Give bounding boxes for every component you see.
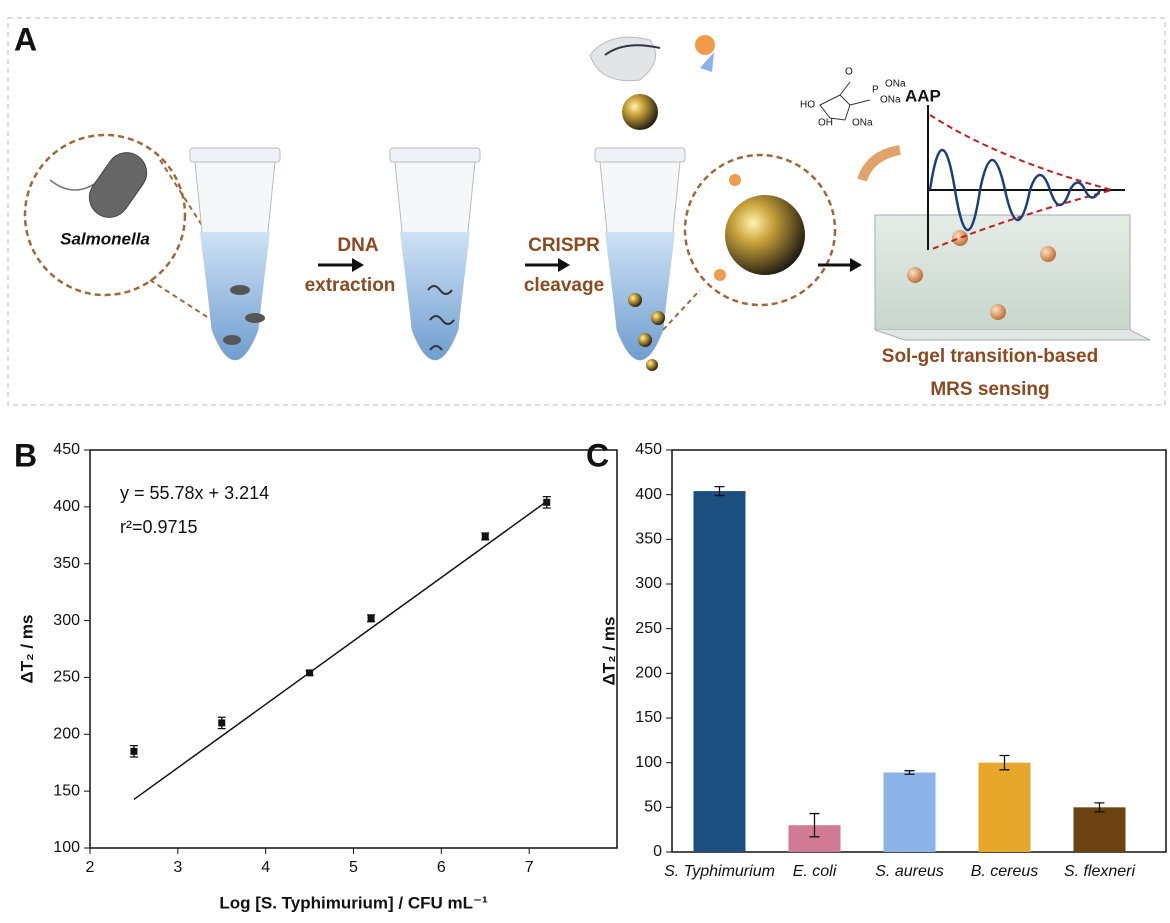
- bacterium: [88, 152, 148, 218]
- y-axis-title: ΔT₂ / ms: [599, 617, 618, 686]
- y-tick-label: 200: [635, 665, 662, 682]
- arrow-head: [850, 258, 862, 272]
- y-tick-label: 150: [53, 782, 80, 799]
- tube: [189, 147, 281, 361]
- y-tick-label: 100: [53, 839, 80, 856]
- error-bar: [1094, 802, 1105, 813]
- bar: [883, 772, 936, 852]
- dna: [604, 44, 661, 56]
- y-tick-label: 400: [53, 498, 80, 515]
- bar: [978, 762, 1031, 852]
- annotation: y = 55.78x + 3.214: [120, 483, 269, 503]
- bead: [907, 267, 923, 283]
- step-label: extraction: [305, 275, 396, 296]
- x-tick-label: 6: [437, 859, 446, 876]
- chem-label: ONa: [880, 95, 901, 106]
- bead: [990, 304, 1006, 320]
- organism-label: Salmonella: [60, 229, 150, 248]
- arrow-head: [352, 258, 364, 272]
- protein: [700, 52, 714, 72]
- x-tick-label: E. coli: [793, 863, 837, 880]
- bar: [693, 491, 746, 852]
- point: [306, 669, 314, 677]
- protein: [714, 269, 726, 281]
- x-tick-label: 5: [349, 859, 358, 876]
- error-bar: [999, 754, 1010, 771]
- error-bar: [714, 485, 725, 497]
- plot-frame: [89, 449, 618, 849]
- bead: [1040, 246, 1056, 262]
- cell-fragment: [589, 36, 657, 82]
- decay-signal: [928, 149, 1102, 231]
- readout-label: MRS sensing: [930, 379, 1049, 400]
- y-axis-title: ΔT₂ / ms: [17, 615, 36, 684]
- zoom-line: [662, 289, 701, 331]
- x-axis-title: Log [S. Typhimurium] / CFU mL⁻¹: [219, 893, 488, 912]
- point: [218, 719, 226, 727]
- nanoparticle: [725, 195, 805, 275]
- curved-arrow: [857, 145, 902, 182]
- envelope: [929, 114, 1116, 251]
- chem-label: OH: [818, 118, 833, 129]
- chem-label: O: [845, 67, 853, 78]
- y-tick-label: 50: [644, 799, 662, 816]
- x-tick-label: 2: [86, 859, 95, 876]
- point: [130, 747, 138, 755]
- x-tick-label: 4: [261, 859, 270, 876]
- gel-box-bottom: [874, 329, 1151, 341]
- y-tick-label: 150: [635, 709, 662, 726]
- x-tick-label: 7: [525, 859, 534, 876]
- tube: [389, 147, 481, 361]
- error-bar: [809, 812, 820, 838]
- y-tick-label: 300: [53, 612, 80, 629]
- x-tick-label: S. Typhimurium: [664, 863, 775, 880]
- bar: [1073, 807, 1126, 852]
- y-tick-label: 300: [635, 575, 662, 592]
- fit-line: [133, 500, 548, 801]
- panel-frame: [7, 17, 1166, 406]
- panel-a: A Salmonella DNA extraction CRISPR cleav…: [7, 17, 1166, 406]
- y-tick-label: 200: [53, 726, 80, 743]
- chem-label: HO: [800, 100, 815, 111]
- chem-label: ONa: [852, 118, 873, 129]
- bead: [952, 230, 968, 246]
- y-tick-label: 250: [53, 669, 80, 686]
- panel-letter: A: [14, 21, 37, 57]
- chem-label: P: [872, 85, 879, 96]
- panel-letter: C: [586, 437, 609, 473]
- panel-letter: B: [14, 437, 37, 473]
- y-tick-label: 250: [635, 620, 662, 637]
- step-label: DNA: [337, 235, 378, 256]
- tube: [594, 147, 686, 371]
- y-tick-label: 450: [635, 441, 662, 458]
- y-tick-label: 0: [653, 843, 662, 860]
- reagent-label: AAP: [905, 86, 941, 105]
- chem-structure: HO OH ONa O P ONa ONa: [800, 67, 906, 129]
- x-tick-label: 3: [173, 859, 182, 876]
- point: [543, 498, 551, 506]
- protein: [695, 35, 715, 55]
- x-tick-label: S. aureus: [875, 863, 943, 880]
- x-tick-label: B. cereus: [971, 863, 1039, 880]
- readout-label: Sol-gel transition-based: [882, 346, 1098, 367]
- y-tick-label: 100: [635, 754, 662, 771]
- step-label: CRISPR: [528, 235, 600, 256]
- step-label: cleavage: [524, 275, 604, 296]
- y-tick-label: 350: [635, 531, 662, 548]
- protein: [729, 174, 741, 186]
- x-tick-label: S. flexneri: [1064, 863, 1136, 880]
- y-tick-label: 400: [635, 486, 662, 503]
- error-bar: [904, 770, 915, 775]
- point: [481, 532, 489, 540]
- y-tick-label: 450: [53, 441, 80, 458]
- chem-label: ONa: [885, 79, 906, 90]
- y-tick-label: 350: [53, 555, 80, 572]
- arrow-head: [558, 258, 570, 272]
- nanoparticle: [622, 94, 658, 130]
- point: [367, 614, 375, 622]
- annotation: r²=0.9715: [120, 517, 198, 537]
